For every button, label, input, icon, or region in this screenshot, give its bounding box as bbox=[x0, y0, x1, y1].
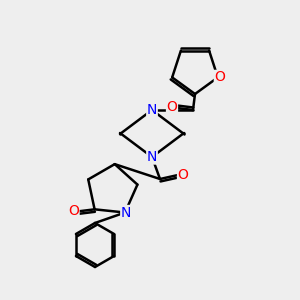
Text: N: N bbox=[147, 150, 157, 164]
Text: N: N bbox=[147, 103, 157, 117]
Text: O: O bbox=[178, 168, 188, 182]
Text: O: O bbox=[68, 204, 79, 218]
Text: O: O bbox=[214, 70, 225, 84]
Text: O: O bbox=[167, 100, 177, 114]
Text: N: N bbox=[121, 206, 131, 220]
